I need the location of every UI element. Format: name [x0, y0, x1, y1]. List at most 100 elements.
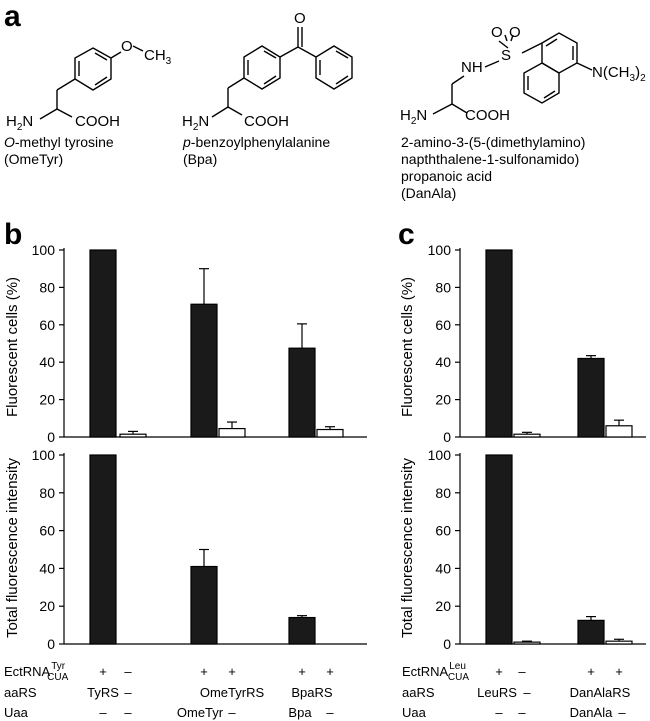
aars-cell: OmeTyrRS: [200, 685, 265, 700]
y-tick-label: 40: [39, 354, 55, 370]
bar: [218, 427, 246, 438]
panel-c-condition-cells: + – + +LeuRS – DanAlaRS– – DanAla –: [477, 664, 631, 720]
y-tick-label: 80: [39, 279, 55, 295]
trna-cell: +: [99, 664, 107, 679]
bar: [485, 454, 513, 645]
aars-cell: LeuRS: [477, 685, 517, 700]
aars-cell: DanAlaRS: [570, 685, 631, 700]
atom-h2n: H2N: [6, 113, 33, 133]
trna-cell: –: [518, 664, 526, 679]
aars-cell: –: [523, 685, 531, 700]
atom-o1: O: [491, 24, 503, 41]
uaa-cell: OmeTyr: [177, 705, 224, 720]
atom-cooh: COOH: [465, 107, 510, 124]
y-tick-label: 60: [435, 317, 451, 333]
atom-o: O: [121, 38, 133, 55]
bpa-name: p-benzoylphenylalanine: [182, 134, 330, 150]
structure-danala: O O S NH N(CH3)2 H2N COOH: [400, 24, 646, 127]
uaa-cell: –: [495, 705, 503, 720]
y-tick-label: 40: [435, 354, 451, 370]
trna-cell: +: [587, 664, 595, 679]
aars-cell: TyRS: [87, 685, 119, 700]
uaa-row-label: Uaa: [402, 705, 427, 720]
panel-b-condition-table: EctRNATyr CUA aaRS Uaa + – + + + +TyRS – OmeTyrR…: [4, 661, 334, 720]
panel-b-fluorescent-cells-chart: 0 20 40 60 80 100: [32, 242, 367, 445]
panel-c-total-intensity-chart: 0 20 40 60 80 100: [428, 447, 646, 652]
y-tick-label: 60: [39, 317, 55, 333]
panel-b-letter: b: [4, 218, 22, 251]
uaa-cell: –: [618, 705, 626, 720]
bpa-abbrev: (Bpa): [183, 151, 217, 167]
atom-ch3: CH3: [144, 47, 172, 67]
bar: [89, 249, 117, 438]
y-tick-label: 0: [443, 429, 451, 445]
uaa-cell: –: [124, 705, 132, 720]
trna-cell: +: [200, 664, 208, 679]
bar: [119, 433, 147, 438]
uaa-cell: –: [228, 705, 236, 720]
panel-c-fluorescent-cells-chart: 0 20 40 60 80 100: [428, 242, 646, 445]
ometyr-abbrev: (OmeTyr): [4, 151, 63, 167]
panel-b-condition-cells: + – + + + +TyRS – OmeTyrRS BpaRS– – OmeTyr – Bpa –: [87, 664, 334, 720]
atom-nme2: N(CH3)2: [592, 64, 646, 84]
atom-s: S: [501, 47, 511, 64]
y-tick-label: 40: [39, 560, 55, 576]
bar: [190, 565, 218, 645]
bar: [288, 616, 316, 645]
uaa-row-label: Uaa: [4, 705, 29, 720]
bar: [577, 619, 605, 645]
trna-cell: +: [615, 664, 623, 679]
danala-name-line2: napththalene-1-sulfonamido): [401, 151, 579, 167]
y-tick-label: 80: [435, 485, 451, 501]
danala-name-line3: propanoic acid: [401, 168, 492, 184]
trna-row-label: EctRNATyr CUA: [4, 661, 69, 683]
atom-o: O: [294, 10, 306, 27]
aars-cell: BpaRS: [291, 685, 333, 700]
y-tick-label: 100: [428, 447, 452, 463]
trna-cell: –: [124, 664, 132, 679]
atom-o2: O: [509, 24, 521, 41]
y-tick-label: 80: [39, 485, 55, 501]
trna-cell: +: [298, 664, 306, 679]
y-tick-label: 20: [435, 392, 451, 408]
uaa-cell: –: [518, 705, 526, 720]
uaa-cell: DanAla: [570, 705, 613, 720]
y-tick-label: 20: [39, 598, 55, 614]
y-tick-label: 20: [435, 598, 451, 614]
bar: [485, 249, 513, 438]
y-tick-label: 0: [47, 636, 55, 652]
panel-c-letter: c: [398, 218, 415, 251]
bar: [316, 428, 344, 438]
ometyr-name: O-methyl tyrosine: [4, 134, 114, 150]
structure-ometyr: O CH3 H2N COOH: [6, 38, 172, 133]
y-tick-label: 100: [32, 242, 56, 258]
danala-name-line1: 2-amino-3-(5-(dimethylamino): [401, 134, 585, 150]
trna-cell: +: [495, 664, 503, 679]
aars-cell: –: [124, 685, 132, 700]
panel-b-total-intensity-chart: 0 20 40 60 80 100: [32, 447, 367, 652]
y-tick-label: 60: [435, 523, 451, 539]
atom-h2n: H2N: [400, 107, 427, 127]
y-tick-label: 0: [443, 636, 451, 652]
bar: [89, 454, 117, 645]
panel-c-condition-table: EctRNALeu CUA aaRS Uaa + – + +LeuRS – DanAlaRS…: [402, 661, 631, 720]
y-tick-label: 60: [39, 523, 55, 539]
y-tick-label: 0: [47, 429, 55, 445]
bar: [288, 347, 316, 438]
atom-cooh: COOH: [244, 113, 289, 130]
bar: [605, 425, 633, 438]
bar: [513, 641, 541, 645]
y-tick-label: 100: [32, 447, 56, 463]
danala-name-line4: (DanAla): [401, 185, 456, 201]
bar: [577, 357, 605, 438]
panel-b-top-ylabel: Fluorescent cells (%): [4, 277, 21, 417]
y-tick-label: 20: [39, 392, 55, 408]
structure-bpa: O H2N COOH: [182, 10, 353, 133]
aars-row-label: aaRS: [4, 685, 37, 700]
atom-h2n: H2N: [182, 113, 209, 133]
y-tick-label: 80: [435, 279, 451, 295]
trna-cell: +: [228, 664, 236, 679]
aars-row-label: aaRS: [402, 685, 435, 700]
panel-c-top-ylabel: Fluorescent cells (%): [399, 277, 416, 417]
